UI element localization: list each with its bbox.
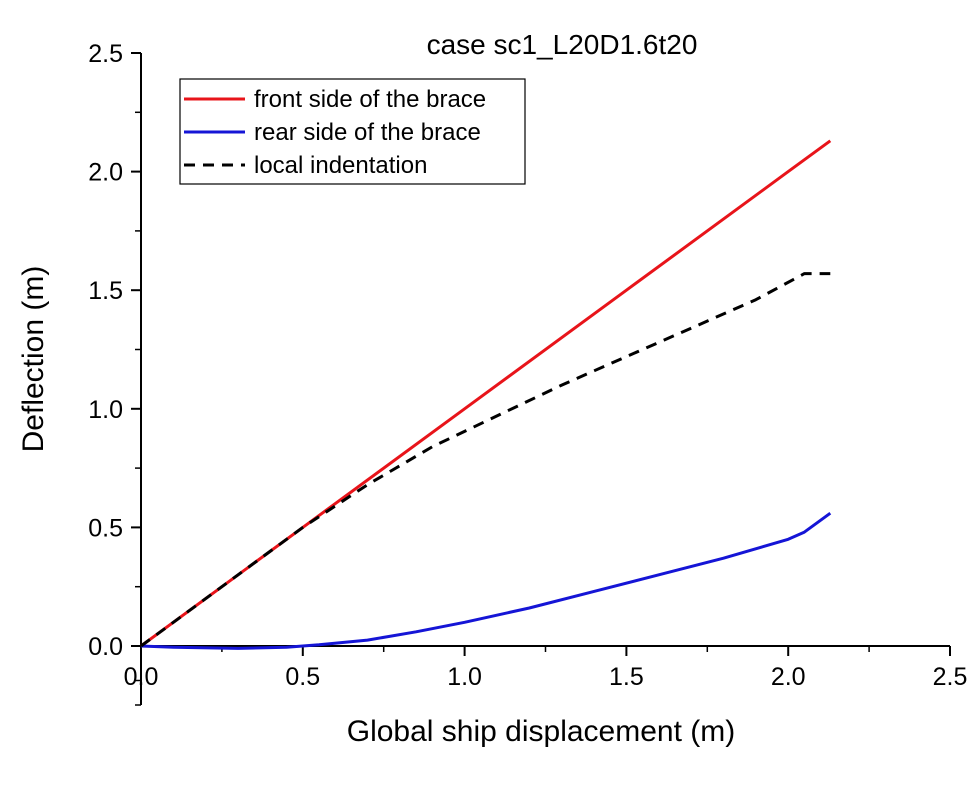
x-tick-label: 2.5 [933,663,968,691]
series-line-2 [140,511,832,650]
legend-items: front side of the brace rear side of the … [184,86,486,179]
y-tick-label: 1.0 [88,396,123,424]
y-tick-label: 2.0 [88,159,123,187]
axis-ticks [131,52,951,706]
x-tick-label: 0.5 [285,663,320,691]
y-axis-title: Deflection (m) [17,266,50,453]
series-line-1 [140,139,832,648]
x-tick-label: 0.0 [124,663,159,691]
legend: front side of the brace rear side of the … [179,78,526,185]
y-tick-label: 2.5 [88,40,123,68]
chart-title: case sc1_L20D1.6t20 [427,29,698,60]
series-layer [140,139,832,650]
y-tick-label: 1.5 [88,277,123,305]
x-tick-label: 1.5 [609,663,644,691]
legend-label-2: rear side of the brace [254,119,481,146]
y-tick-label: 0.5 [88,514,123,542]
series-line-3 [140,272,831,648]
legend-label-1: front side of the brace [254,86,486,113]
x-tick-label: 2.0 [771,663,806,691]
y-tick-label: 0.0 [88,633,123,661]
axis-tick-labels: 0.0 0.5 1.0 1.5 2.0 2.5 0.0 0.5 1.0 1.5 2.0 2.5 [88,40,967,691]
x-axis-title: Global ship displacement (m) [347,715,736,748]
legend-label-3: local indentation [254,152,427,179]
x-tick-label: 1.0 [447,663,482,691]
